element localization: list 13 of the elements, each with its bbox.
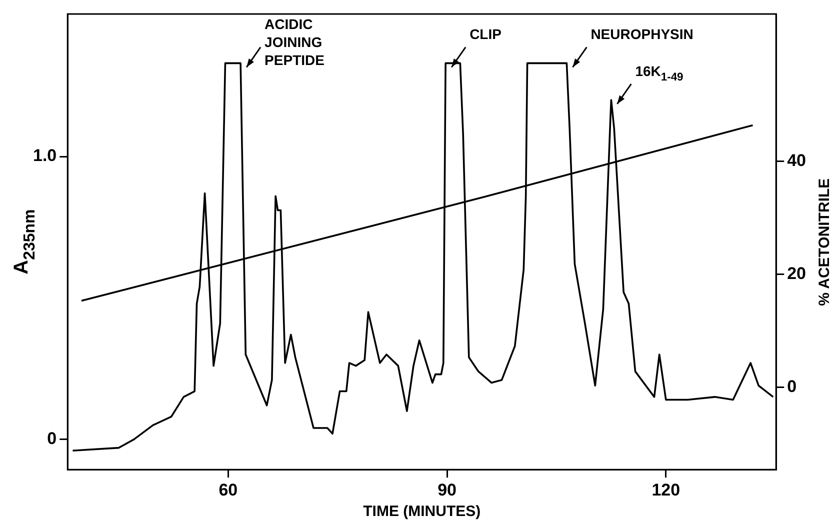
annotation: NEUROPHYSIN (590, 26, 694, 42)
y2-tick-label: 20 (787, 264, 806, 283)
y-tick-label: 1.0 (32, 146, 57, 166)
x-tick-label: 60 (218, 480, 238, 500)
x-axis-title: TIME (MINUTES) (363, 503, 481, 520)
x-tick-label: 120 (652, 480, 680, 500)
y2-tick-label: 0 (787, 376, 797, 396)
annotation: CLIP (470, 26, 502, 42)
y-axis-title: A235nm (10, 209, 38, 274)
annotation: ACIDIC JOINING PEPTIDE (264, 16, 324, 68)
x-tick-label: 90 (438, 480, 456, 500)
y2-tick-label: 40 (787, 151, 806, 170)
y2-axis-title: % ACETONITRILE (816, 178, 834, 306)
